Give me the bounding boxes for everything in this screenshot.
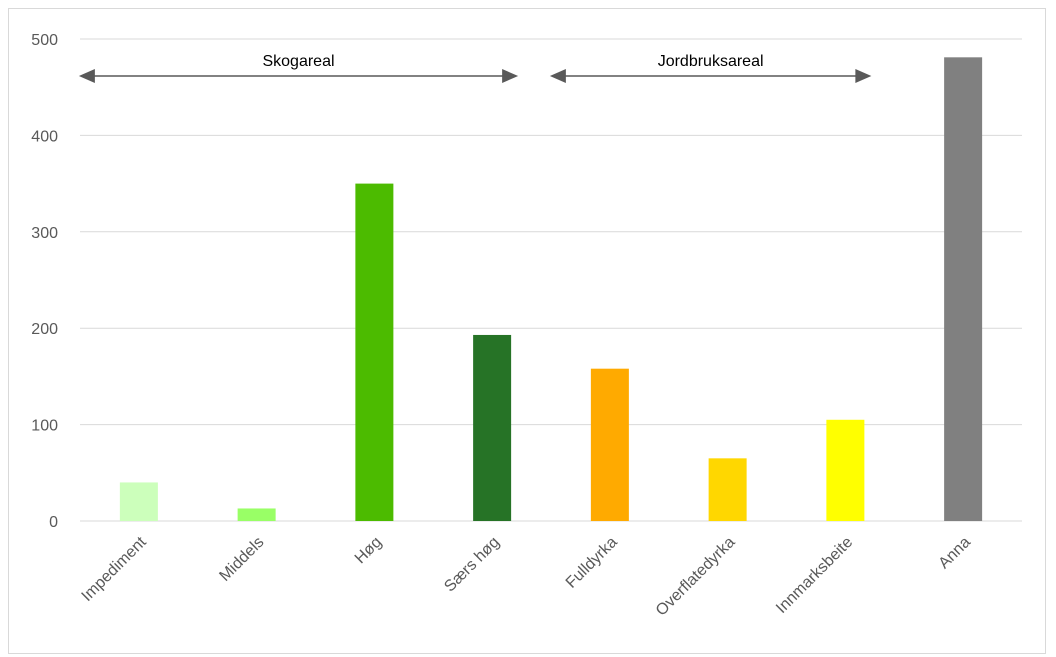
x-tick-label: Middels: [216, 534, 267, 585]
arrowhead-left: [549, 69, 566, 83]
arrowhead-right: [502, 69, 519, 83]
x-tick-label: Høg: [352, 534, 385, 567]
bar: [473, 334, 512, 521]
chart-frame: [8, 8, 1046, 654]
y-tick-label: 500: [31, 32, 58, 49]
y-tick-label: 100: [31, 418, 58, 435]
gridlines: [80, 38, 1022, 522]
x-tick-label: Innmarksbeite: [773, 534, 856, 617]
y-tick-label: 400: [31, 128, 58, 145]
x-axis-labels: Impediment Middels Høg Særs høg Fulldyrka Ove…: [79, 533, 974, 619]
x-tick-label: Overflatedyrka: [653, 534, 739, 620]
bar: [826, 419, 865, 521]
bar: [237, 508, 276, 521]
x-tick-label: Anna: [936, 534, 975, 573]
y-tick-label: 300: [31, 225, 58, 242]
x-tick-label: Impediment: [79, 533, 151, 605]
annotations: Skogareal Jordbruksareal: [78, 53, 872, 83]
annotation-label: Jordbruksareal: [658, 53, 764, 70]
y-tick-label: 200: [31, 321, 58, 338]
bar: [355, 183, 394, 521]
bar: [944, 57, 983, 521]
x-tick-label: Fulldyrka: [563, 534, 621, 592]
y-axis-ticks: 0 100 200 300 400 500: [31, 32, 58, 531]
bar: [590, 368, 629, 521]
annotation-label: Skogareal: [262, 53, 334, 70]
arrowhead-left: [78, 69, 95, 83]
bar: [708, 458, 747, 521]
arrowhead-right: [855, 69, 872, 83]
x-tick-label: Særs høg: [441, 534, 503, 596]
bars: [119, 57, 983, 521]
y-tick-label: 0: [49, 514, 58, 531]
bar: [119, 482, 158, 521]
